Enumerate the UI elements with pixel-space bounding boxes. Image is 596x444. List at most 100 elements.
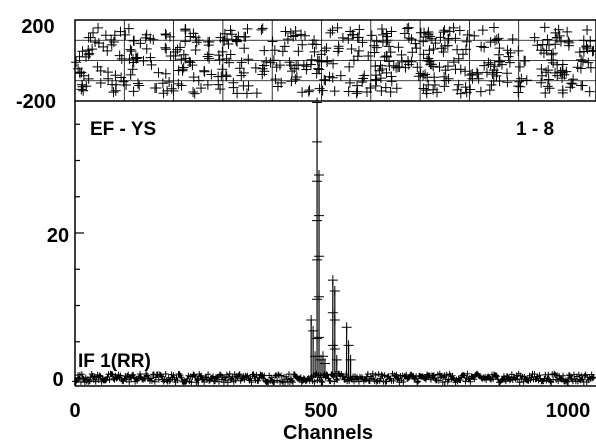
residual-point — [199, 65, 210, 76]
residual-point — [290, 30, 301, 41]
residual-point — [128, 86, 139, 97]
residual-point — [529, 32, 540, 43]
residual-point — [219, 28, 230, 39]
residual-point — [541, 67, 552, 78]
residual-point — [359, 70, 370, 81]
peak-point — [314, 170, 325, 180]
residual-point — [502, 45, 513, 56]
residual-point — [423, 29, 434, 40]
residual-point — [77, 46, 88, 57]
residual-point — [95, 77, 106, 88]
residual-point — [296, 29, 307, 40]
residual-point — [515, 81, 526, 92]
residual-point — [106, 39, 117, 50]
residual-point — [285, 27, 296, 38]
residual-point — [371, 75, 382, 86]
residual-point — [243, 80, 254, 91]
residual-point — [85, 32, 96, 43]
residual-point — [286, 76, 297, 87]
residual-point — [587, 46, 596, 57]
residual-point — [337, 32, 348, 43]
residual-point — [239, 43, 250, 54]
residual-point — [221, 70, 232, 81]
residual-point — [557, 85, 568, 96]
residual-point — [542, 81, 553, 92]
residual-point — [363, 50, 374, 61]
residual-point — [572, 62, 583, 73]
residual-point — [381, 51, 392, 62]
residual-point — [236, 57, 247, 68]
residual-point — [552, 59, 563, 70]
residual-point — [469, 30, 480, 41]
residual-point — [514, 61, 525, 72]
residual-point — [311, 68, 322, 79]
residual-point — [328, 58, 339, 69]
residual-point — [489, 61, 500, 72]
residual-point — [223, 39, 234, 50]
residual-point — [412, 62, 423, 73]
residual-point — [257, 69, 268, 80]
residual-point — [251, 88, 262, 99]
residual-point — [361, 86, 372, 97]
residual-point — [488, 22, 499, 33]
residual-point — [274, 60, 285, 71]
residual-point — [335, 70, 346, 81]
residual-point — [540, 87, 551, 98]
residual-point — [106, 34, 117, 45]
residual-point — [434, 62, 445, 73]
peak-point — [331, 354, 342, 365]
residual-point — [108, 36, 119, 47]
residual-point — [232, 88, 243, 99]
residual-point — [471, 67, 482, 78]
baseline-points — [72, 370, 596, 386]
residual-point — [214, 54, 225, 65]
residual-point — [577, 56, 588, 67]
residual-point — [102, 45, 113, 56]
residual-point — [448, 57, 459, 68]
residual-point — [494, 43, 505, 54]
residual-point — [190, 45, 201, 56]
peak-point — [312, 176, 323, 187]
residual-point — [231, 36, 242, 47]
residual-point — [413, 71, 424, 82]
residual-point — [165, 51, 176, 62]
xtick-label-1000: 1000 — [546, 400, 591, 422]
residual-point — [213, 50, 224, 61]
residual-point — [149, 83, 160, 94]
residual-point — [418, 70, 429, 81]
residual-point — [312, 55, 323, 66]
residual-point — [316, 49, 327, 60]
residual-point — [108, 87, 119, 98]
residual-point — [377, 64, 388, 75]
residual-point — [291, 72, 302, 83]
residual-point — [576, 54, 587, 65]
residual-point — [250, 62, 261, 73]
residual-point — [484, 85, 495, 96]
residual-point — [131, 53, 142, 64]
residual-point — [583, 57, 594, 68]
residual-point — [376, 86, 387, 97]
residual-point — [217, 64, 228, 75]
residual-point — [403, 32, 414, 43]
residual-point — [333, 43, 344, 54]
peak-point — [306, 315, 317, 325]
residual-point — [77, 81, 88, 92]
residual-ytick-label-top: 200 — [21, 16, 54, 38]
spectrum-ytick-label-0: 0 — [52, 369, 63, 391]
residual-point — [384, 56, 395, 67]
residual-point — [346, 43, 357, 54]
residual-point — [74, 51, 85, 62]
residual-point — [88, 27, 99, 38]
residual-point — [127, 64, 138, 75]
residual-point — [486, 79, 497, 90]
residual-point — [557, 65, 568, 76]
residual-point — [270, 74, 281, 85]
residual-point — [327, 25, 338, 36]
residual-point — [561, 66, 572, 77]
residual-point — [382, 35, 393, 46]
residual-point — [550, 39, 561, 50]
residual-point — [166, 83, 177, 94]
residual-point — [162, 85, 173, 96]
residual-point — [566, 78, 577, 89]
residual-point — [376, 24, 387, 35]
